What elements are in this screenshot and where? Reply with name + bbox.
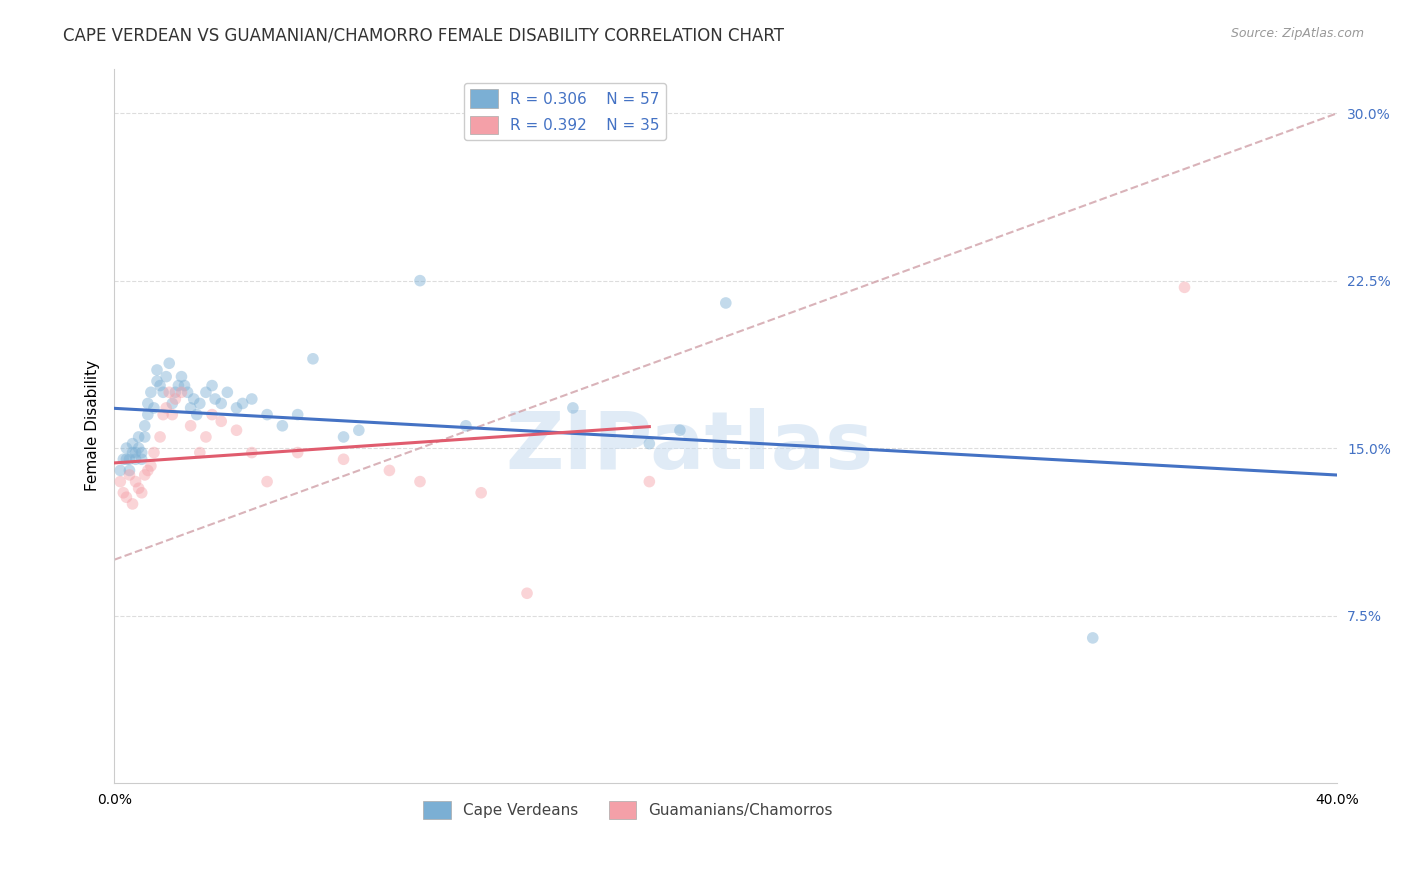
- Point: [142, 401, 165, 415]
- Point: [167, 378, 190, 392]
- Point: [136, 396, 159, 410]
- Point: [669, 423, 692, 437]
- Point: [134, 430, 156, 444]
- Point: [188, 445, 211, 459]
- Point: [155, 369, 177, 384]
- Point: [638, 436, 661, 450]
- Point: [115, 441, 138, 455]
- Point: [118, 452, 141, 467]
- Point: [124, 475, 146, 489]
- Point: [256, 408, 278, 422]
- Text: Source: ZipAtlas.com: Source: ZipAtlas.com: [1230, 27, 1364, 40]
- Point: [139, 385, 162, 400]
- Point: [170, 385, 193, 400]
- Point: [131, 452, 153, 467]
- Point: [112, 485, 135, 500]
- Point: [271, 418, 294, 433]
- Point: [165, 385, 187, 400]
- Point: [516, 586, 538, 600]
- Point: [115, 490, 138, 504]
- Point: [170, 369, 193, 384]
- Point: [128, 481, 150, 495]
- Point: [149, 430, 172, 444]
- Point: [173, 378, 195, 392]
- Point: [162, 408, 184, 422]
- Point: [287, 408, 309, 422]
- Point: [152, 408, 174, 422]
- Point: [225, 401, 247, 415]
- Point: [409, 274, 432, 288]
- Point: [209, 414, 232, 428]
- Point: [201, 408, 224, 422]
- Point: [1081, 631, 1104, 645]
- Point: [638, 475, 661, 489]
- Point: [110, 475, 132, 489]
- Point: [131, 485, 153, 500]
- Legend: Cape Verdeans, Guamanians/Chamorros: Cape Verdeans, Guamanians/Chamorros: [418, 795, 839, 825]
- Point: [124, 445, 146, 459]
- Point: [157, 356, 180, 370]
- Point: [209, 396, 232, 410]
- Point: [121, 436, 143, 450]
- Point: [131, 445, 153, 459]
- Point: [142, 445, 165, 459]
- Point: [378, 463, 401, 477]
- Point: [186, 408, 208, 422]
- Point: [139, 458, 162, 473]
- Point: [561, 401, 583, 415]
- Point: [256, 475, 278, 489]
- Point: [180, 401, 202, 415]
- Point: [110, 463, 132, 477]
- Point: [454, 418, 477, 433]
- Point: [240, 392, 263, 406]
- Point: [136, 408, 159, 422]
- Point: [332, 452, 354, 467]
- Point: [194, 430, 217, 444]
- Point: [240, 445, 263, 459]
- Point: [134, 467, 156, 482]
- Point: [146, 363, 169, 377]
- Point: [155, 401, 177, 415]
- Point: [162, 396, 184, 410]
- Text: CAPE VERDEAN VS GUAMANIAN/CHAMORRO FEMALE DISABILITY CORRELATION CHART: CAPE VERDEAN VS GUAMANIAN/CHAMORRO FEMAL…: [63, 27, 785, 45]
- Point: [714, 296, 737, 310]
- Point: [115, 452, 138, 467]
- Point: [118, 463, 141, 477]
- Point: [409, 475, 432, 489]
- Point: [121, 445, 143, 459]
- Point: [225, 423, 247, 437]
- Point: [152, 385, 174, 400]
- Y-axis label: Female Disability: Female Disability: [86, 360, 100, 491]
- Point: [134, 418, 156, 433]
- Point: [232, 396, 254, 410]
- Point: [217, 385, 239, 400]
- Point: [128, 430, 150, 444]
- Point: [201, 378, 224, 392]
- Point: [118, 467, 141, 482]
- Point: [1173, 280, 1195, 294]
- Point: [124, 452, 146, 467]
- Point: [165, 392, 187, 406]
- Point: [157, 385, 180, 400]
- Point: [347, 423, 370, 437]
- Point: [121, 497, 143, 511]
- Point: [332, 430, 354, 444]
- Point: [128, 441, 150, 455]
- Point: [176, 385, 198, 400]
- Point: [112, 452, 135, 467]
- Point: [287, 445, 309, 459]
- Point: [204, 392, 226, 406]
- Point: [183, 392, 205, 406]
- Point: [180, 418, 202, 433]
- Point: [188, 396, 211, 410]
- Point: [194, 385, 217, 400]
- Text: ZIPatlas: ZIPatlas: [505, 409, 873, 486]
- Point: [149, 378, 172, 392]
- Point: [146, 374, 169, 388]
- Point: [302, 351, 325, 366]
- Point: [136, 463, 159, 477]
- Point: [470, 485, 492, 500]
